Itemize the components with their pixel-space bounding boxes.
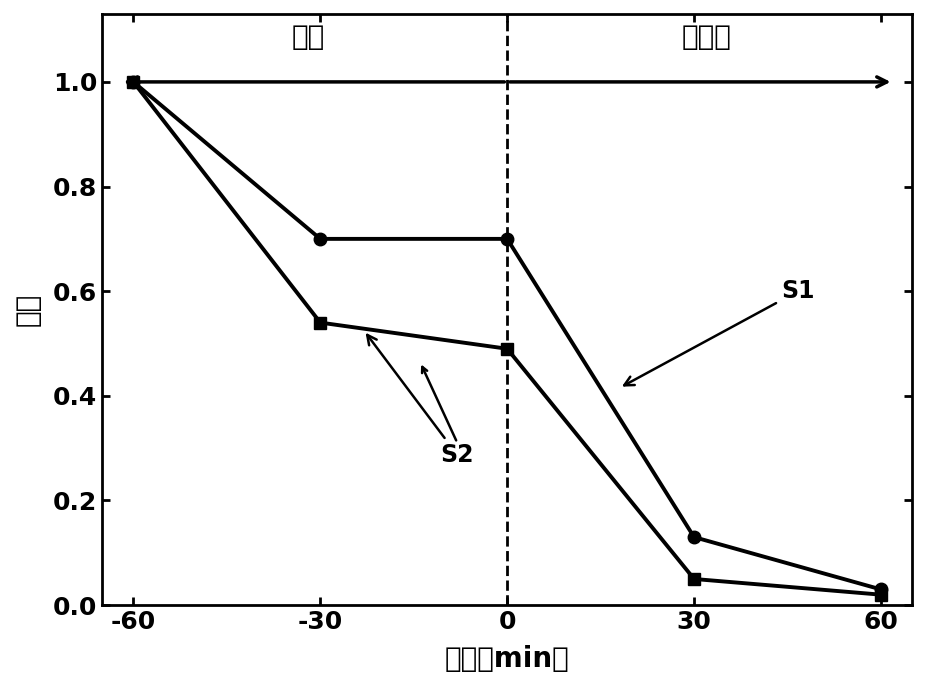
Y-axis label: 强度: 强度 — [14, 293, 42, 326]
Text: S2: S2 — [368, 335, 474, 467]
Text: 吸附: 吸附 — [291, 23, 324, 51]
Text: S1: S1 — [624, 279, 815, 385]
Text: 光催化: 光催化 — [682, 23, 732, 51]
X-axis label: 时间（min）: 时间（min） — [444, 645, 569, 673]
